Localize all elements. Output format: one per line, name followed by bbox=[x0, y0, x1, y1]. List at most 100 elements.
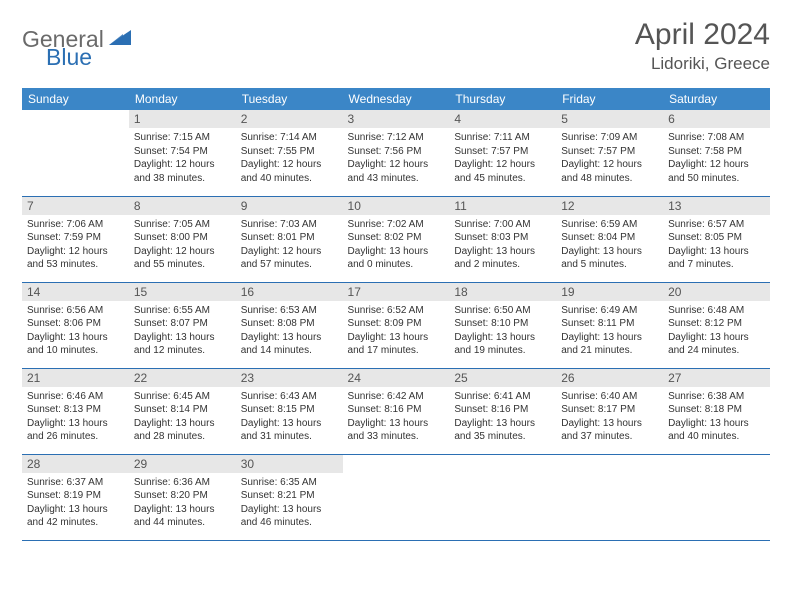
sunrise-line: Sunrise: 7:08 AM bbox=[668, 131, 765, 145]
daylight-line-2: and 33 minutes. bbox=[348, 430, 445, 444]
day-number: 12 bbox=[556, 197, 663, 215]
calendar-cell: 11Sunrise: 7:00 AMSunset: 8:03 PMDayligh… bbox=[449, 196, 556, 282]
sunrise-line: Sunrise: 6:57 AM bbox=[668, 218, 765, 232]
calendar-week-row: 7Sunrise: 7:06 AMSunset: 7:59 PMDaylight… bbox=[22, 196, 770, 282]
day-number: 9 bbox=[236, 197, 343, 215]
day-details: Sunrise: 6:36 AMSunset: 8:20 PMDaylight:… bbox=[129, 473, 236, 535]
calendar-cell: 10Sunrise: 7:02 AMSunset: 8:02 PMDayligh… bbox=[343, 196, 450, 282]
logo-line2: Blue bbox=[46, 44, 92, 71]
daylight-line-1: Daylight: 13 hours bbox=[27, 503, 124, 517]
calendar-cell: 1Sunrise: 7:15 AMSunset: 7:54 PMDaylight… bbox=[129, 110, 236, 196]
day-number-blank bbox=[449, 455, 556, 473]
daylight-line-2: and 31 minutes. bbox=[241, 430, 338, 444]
daylight-line-1: Daylight: 13 hours bbox=[134, 331, 231, 345]
daylight-line-2: and 28 minutes. bbox=[134, 430, 231, 444]
sunset-line: Sunset: 8:07 PM bbox=[134, 317, 231, 331]
calendar-cell: 15Sunrise: 6:55 AMSunset: 8:07 PMDayligh… bbox=[129, 282, 236, 368]
sunset-line: Sunset: 8:16 PM bbox=[348, 403, 445, 417]
daylight-line-2: and 43 minutes. bbox=[348, 172, 445, 186]
day-number-blank bbox=[22, 110, 129, 128]
daylight-line-2: and 37 minutes. bbox=[561, 430, 658, 444]
calendar-cell: 25Sunrise: 6:41 AMSunset: 8:16 PMDayligh… bbox=[449, 368, 556, 454]
day-number: 21 bbox=[22, 369, 129, 387]
sunset-line: Sunset: 8:08 PM bbox=[241, 317, 338, 331]
calendar-cell: 23Sunrise: 6:43 AMSunset: 8:15 PMDayligh… bbox=[236, 368, 343, 454]
sunset-line: Sunset: 7:57 PM bbox=[561, 145, 658, 159]
sunset-line: Sunset: 8:05 PM bbox=[668, 231, 765, 245]
daylight-line-2: and 26 minutes. bbox=[27, 430, 124, 444]
sunrise-line: Sunrise: 7:06 AM bbox=[27, 218, 124, 232]
daylight-line-2: and 40 minutes. bbox=[241, 172, 338, 186]
sunrise-line: Sunrise: 6:55 AM bbox=[134, 304, 231, 318]
sunset-line: Sunset: 8:17 PM bbox=[561, 403, 658, 417]
calendar-cell bbox=[449, 454, 556, 540]
daylight-line-1: Daylight: 13 hours bbox=[561, 245, 658, 259]
calendar-cell: 9Sunrise: 7:03 AMSunset: 8:01 PMDaylight… bbox=[236, 196, 343, 282]
daylight-line-2: and 24 minutes. bbox=[668, 344, 765, 358]
daylight-line-2: and 44 minutes. bbox=[134, 516, 231, 530]
weekday-header: Tuesday bbox=[236, 88, 343, 110]
weekday-header: Monday bbox=[129, 88, 236, 110]
daylight-line-1: Daylight: 13 hours bbox=[134, 417, 231, 431]
day-number: 16 bbox=[236, 283, 343, 301]
daylight-line-1: Daylight: 13 hours bbox=[134, 503, 231, 517]
day-details: Sunrise: 6:50 AMSunset: 8:10 PMDaylight:… bbox=[449, 301, 556, 363]
location-label: Lidoriki, Greece bbox=[635, 54, 770, 74]
day-details: Sunrise: 6:35 AMSunset: 8:21 PMDaylight:… bbox=[236, 473, 343, 535]
day-details: Sunrise: 6:37 AMSunset: 8:19 PMDaylight:… bbox=[22, 473, 129, 535]
day-number: 26 bbox=[556, 369, 663, 387]
daylight-line-1: Daylight: 13 hours bbox=[561, 417, 658, 431]
calendar-cell: 3Sunrise: 7:12 AMSunset: 7:56 PMDaylight… bbox=[343, 110, 450, 196]
daylight-line-1: Daylight: 12 hours bbox=[668, 158, 765, 172]
daylight-line-1: Daylight: 13 hours bbox=[348, 245, 445, 259]
daylight-line-1: Daylight: 13 hours bbox=[241, 331, 338, 345]
weekday-header: Wednesday bbox=[343, 88, 450, 110]
daylight-line-2: and 46 minutes. bbox=[241, 516, 338, 530]
sunrise-line: Sunrise: 6:37 AM bbox=[27, 476, 124, 490]
sunrise-line: Sunrise: 6:46 AM bbox=[27, 390, 124, 404]
sunrise-line: Sunrise: 7:00 AM bbox=[454, 218, 551, 232]
sunset-line: Sunset: 8:06 PM bbox=[27, 317, 124, 331]
sunrise-line: Sunrise: 6:49 AM bbox=[561, 304, 658, 318]
calendar-cell bbox=[663, 454, 770, 540]
sunrise-line: Sunrise: 6:45 AM bbox=[134, 390, 231, 404]
page-header: General April 2024 Lidoriki, Greece bbox=[22, 18, 770, 74]
day-details: Sunrise: 7:03 AMSunset: 8:01 PMDaylight:… bbox=[236, 215, 343, 277]
calendar-cell: 24Sunrise: 6:42 AMSunset: 8:16 PMDayligh… bbox=[343, 368, 450, 454]
day-number: 30 bbox=[236, 455, 343, 473]
day-number: 23 bbox=[236, 369, 343, 387]
daylight-line-1: Daylight: 13 hours bbox=[27, 331, 124, 345]
daylight-line-2: and 0 minutes. bbox=[348, 258, 445, 272]
day-number: 28 bbox=[22, 455, 129, 473]
day-details: Sunrise: 6:41 AMSunset: 8:16 PMDaylight:… bbox=[449, 387, 556, 449]
day-number: 18 bbox=[449, 283, 556, 301]
day-details: Sunrise: 7:05 AMSunset: 8:00 PMDaylight:… bbox=[129, 215, 236, 277]
sunrise-line: Sunrise: 7:02 AM bbox=[348, 218, 445, 232]
sunset-line: Sunset: 8:03 PM bbox=[454, 231, 551, 245]
day-number: 4 bbox=[449, 110, 556, 128]
daylight-line-2: and 12 minutes. bbox=[134, 344, 231, 358]
daylight-line-2: and 40 minutes. bbox=[668, 430, 765, 444]
sunset-line: Sunset: 8:13 PM bbox=[27, 403, 124, 417]
day-number: 24 bbox=[343, 369, 450, 387]
weekday-header: Friday bbox=[556, 88, 663, 110]
calendar-cell: 5Sunrise: 7:09 AMSunset: 7:57 PMDaylight… bbox=[556, 110, 663, 196]
daylight-line-1: Daylight: 13 hours bbox=[348, 417, 445, 431]
day-details: Sunrise: 6:59 AMSunset: 8:04 PMDaylight:… bbox=[556, 215, 663, 277]
title-block: April 2024 Lidoriki, Greece bbox=[635, 18, 770, 74]
daylight-line-1: Daylight: 13 hours bbox=[668, 331, 765, 345]
daylight-line-1: Daylight: 12 hours bbox=[241, 245, 338, 259]
day-number: 19 bbox=[556, 283, 663, 301]
day-details: Sunrise: 7:11 AMSunset: 7:57 PMDaylight:… bbox=[449, 128, 556, 190]
calendar-cell bbox=[22, 110, 129, 196]
sunset-line: Sunset: 8:12 PM bbox=[668, 317, 765, 331]
day-details: Sunrise: 6:38 AMSunset: 8:18 PMDaylight:… bbox=[663, 387, 770, 449]
sunrise-line: Sunrise: 7:12 AM bbox=[348, 131, 445, 145]
sunset-line: Sunset: 8:11 PM bbox=[561, 317, 658, 331]
sunrise-line: Sunrise: 7:05 AM bbox=[134, 218, 231, 232]
daylight-line-2: and 19 minutes. bbox=[454, 344, 551, 358]
calendar-cell: 4Sunrise: 7:11 AMSunset: 7:57 PMDaylight… bbox=[449, 110, 556, 196]
calendar-cell: 18Sunrise: 6:50 AMSunset: 8:10 PMDayligh… bbox=[449, 282, 556, 368]
day-number: 10 bbox=[343, 197, 450, 215]
daylight-line-2: and 17 minutes. bbox=[348, 344, 445, 358]
